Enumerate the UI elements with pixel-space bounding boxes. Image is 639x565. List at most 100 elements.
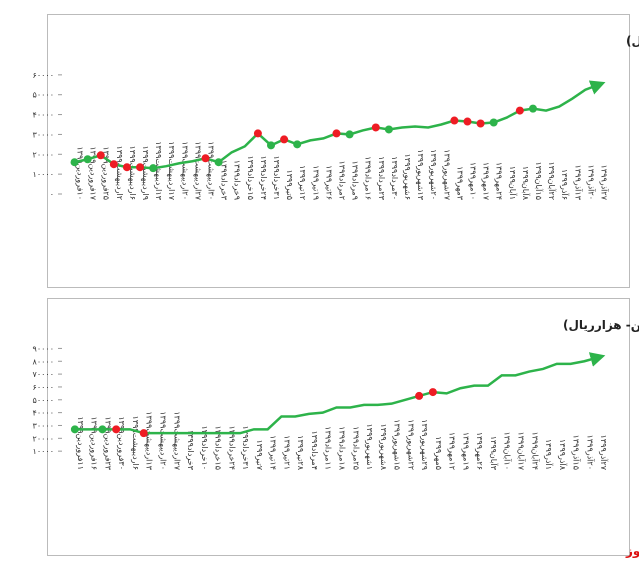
- x-tick-label: ۲۷اردیبهشت۱۳۹۹: [193, 141, 202, 200]
- data-point: [149, 164, 158, 173]
- x-tick-label: ۱۱مرداد۱۳۹۹: [324, 426, 333, 470]
- x-tick-label: ۳۰مرداد۱۳۹۹: [390, 156, 399, 200]
- data-point: [201, 154, 210, 163]
- x-tick-label: ۲۴خرداد۱۳۹۹: [227, 426, 236, 471]
- y-tick-label: ۷۰۰۰۰: [33, 370, 54, 379]
- y-tick-label: ۴۰۰۰۰: [33, 111, 54, 120]
- x-tick-label: ۳آبان۱۳۹۹: [489, 436, 499, 471]
- data-point: [450, 116, 459, 125]
- x-tick-label: ۲۰آذر۱۳۹۹: [586, 165, 596, 200]
- x-tick-label: ۴مرداد۱۳۹۹: [310, 430, 319, 470]
- x-tick-label: ۱۹تیر۱۳۹۹: [311, 165, 320, 200]
- x-tick-label: ۱۵آبان۱۳۹۹: [534, 161, 544, 200]
- x-tick-label: ۳۱خرداد۱۳۹۹: [241, 426, 250, 471]
- x-tick-label: ۲۳فروردین۱۳۹۹: [103, 416, 112, 470]
- data-point: [253, 129, 262, 138]
- x-tick-label: ۹خرداد۱۳۹۹: [233, 160, 242, 200]
- x-tick-label: ۱۵خرداد۱۳۹۹: [214, 426, 223, 471]
- x-tick-label: ۳۰فروردین۱۳۹۹: [117, 416, 126, 470]
- x-tick-label: ۹اردیبهشت۱۳۹۹: [141, 146, 150, 200]
- x-tick-label: ۱۰آبان۱۳۹۹: [503, 431, 513, 470]
- x-tick-label: ۷تیر۱۳۹۹: [255, 439, 264, 470]
- chart-frame: [47, 14, 630, 288]
- x-tick-label: ۱۸مرداد۱۳۹۹: [338, 426, 347, 471]
- x-tick-label: ۱۲تیر۱۳۹۹: [298, 165, 307, 200]
- x-tick-label: ۲۴آبان۱۳۹۹: [530, 431, 540, 470]
- x-tick-label: ۲۶مهر۱۳۹۹: [475, 432, 484, 470]
- x-tick-label: ۱۷فروردین۱۳۹۹: [89, 146, 98, 200]
- data-point: [415, 391, 424, 400]
- data-point: [136, 163, 145, 172]
- y-tick-label: ۸۰۰۰۰: [33, 357, 54, 366]
- y-tick-label: ۴۰۰۰۰: [33, 409, 54, 418]
- x-tick-label: ۱۷آبان۱۳۹۹: [517, 431, 527, 470]
- x-tick-label: ۱۳اردیبهشت۱۳۹۹: [145, 411, 154, 470]
- data-point: [489, 118, 498, 127]
- x-tick-label: ۲۴مهر۱۳۹۹: [495, 162, 504, 200]
- data-point: [122, 163, 131, 172]
- data-point: [96, 151, 105, 160]
- x-tick-label: ۱۳اردیبهشت۱۳۹۹: [154, 141, 163, 200]
- y-tick-label: ۹۰۰۰۰: [33, 344, 54, 353]
- x-tick-label: ۵تیر۱۳۹۹: [285, 169, 294, 200]
- data-point: [515, 106, 524, 115]
- x-tick-label: ۶آذر۱۳۹۹: [560, 169, 570, 200]
- x-tick-label: ۱۷اردیبهشت۱۳۹۹: [167, 141, 176, 200]
- data-point: [428, 388, 437, 397]
- data-point: [112, 425, 121, 434]
- x-tick-label: ۱۶مرداد۱۳۹۹: [364, 156, 373, 200]
- data-point: [293, 140, 302, 149]
- data-point: [384, 125, 393, 134]
- x-tick-label: ۸آذر۱۳۹۹: [558, 439, 568, 471]
- data-point: [214, 158, 223, 167]
- x-tick-label: ۳۰اردیبهشت۱۳۹۹: [207, 141, 216, 200]
- chart-title: روند نرخ فروش لوب کات پالایشگاه اصفهان د…: [563, 318, 639, 333]
- data-point: [70, 158, 79, 167]
- x-tick-label: ۸آبان۱۳۹۹: [521, 166, 531, 201]
- x-tick-label: ۹مرداد۱۳۹۹: [351, 160, 360, 200]
- y-tick-label: ۱۰۰۰۰: [33, 170, 54, 179]
- x-tick-label: ۲۱تیر۱۳۹۹: [282, 435, 291, 470]
- x-tick-label: ۱۷مهر۱۳۹۹: [482, 162, 491, 201]
- x-tick-label: ۲مرداد۱۳۹۹: [338, 160, 347, 200]
- x-tick-label: ۱۲مهر۱۳۹۹: [448, 432, 457, 470]
- x-tick-label: ۱۰خرداد۱۳۹۹: [200, 426, 209, 471]
- x-tick-label: ۱۰مهر۱۳۹۹: [468, 162, 477, 200]
- y-tick-label: ۶۰۰۰۰: [33, 71, 54, 80]
- x-tick-label: ۲۲شهریور۱۳۹۹: [406, 419, 415, 470]
- x-tick-label: ۲۷شهریور۱۳۹۹: [442, 149, 451, 201]
- data-point: [528, 104, 537, 113]
- x-tick-label: ۲۸تیر۱۳۹۹: [296, 435, 305, 471]
- x-tick-label: ۱۵آذر۱۳۹۹: [572, 435, 582, 470]
- x-tick-label: ۲۹شهریور۱۳۹۹: [420, 419, 429, 470]
- x-tick-label: ۲۰اردیبهشت۱۳۹۹: [180, 141, 189, 200]
- data-point: [476, 119, 485, 128]
- data-line: [74, 352, 606, 435]
- x-tick-label: ۳خرداد۱۳۹۹: [186, 430, 195, 471]
- x-tick-label: ۲۰اردیبهشت۱۳۹۹: [159, 411, 168, 470]
- y-tick-label: ۳۰۰۰۰: [33, 421, 54, 430]
- x-tick-label: ۲۷آذر۱۳۹۹: [599, 165, 609, 201]
- x-tick-label: ۲۶تیر۱۳۹۹: [324, 165, 333, 200]
- footer: بورس نیوز: [625, 544, 639, 559]
- x-tick-label: ۲۲آبان۱۳۹۹: [547, 161, 557, 200]
- data-point: [280, 135, 289, 144]
- data-point: [267, 141, 276, 150]
- y-tick-label: ۲۰۰۰۰: [33, 434, 54, 443]
- x-tick-label: ۶اردیبهشت۱۳۹۹: [131, 416, 140, 470]
- x-tick-label: ۱۵خرداد۱۳۹۹: [246, 156, 255, 201]
- x-tick-label: ۳مهر۱۳۹۹: [455, 166, 464, 201]
- data-point: [83, 155, 92, 164]
- y-tick-label: ۳۰۰۰۰: [33, 130, 54, 139]
- data-point: [139, 429, 148, 438]
- y-tick-label: ۰: [50, 190, 54, 199]
- x-tick-label: ۱۳شهریور۱۳۹۹: [416, 149, 425, 201]
- x-tick-label: ۲اردیبهشت۱۳۹۹: [115, 146, 124, 200]
- x-tick-label: ۶شهریور۱۳۹۹: [403, 153, 412, 200]
- x-tick-label: ۱آذر۱۳۹۹: [544, 439, 554, 470]
- x-tick-label: ۲۷اردیبهشت۱۳۹۹: [172, 411, 181, 470]
- x-tick-label: ۱۴تیر۱۳۹۹: [269, 435, 278, 470]
- y-tick-label: ۲۰۰۰۰: [33, 150, 54, 159]
- x-tick-label: ۶اردیبهشت۱۳۹۹: [128, 146, 137, 200]
